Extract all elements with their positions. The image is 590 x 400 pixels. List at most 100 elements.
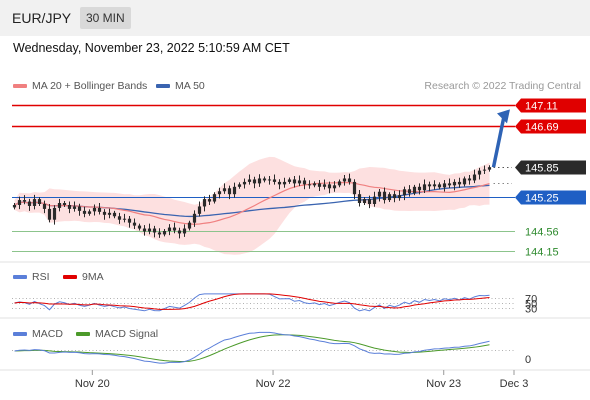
candle-body-48 [252, 179, 257, 184]
candle-body-14 [82, 210, 87, 214]
candle-body-87 [447, 183, 452, 186]
candle-body-76 [392, 194, 397, 199]
research-credit: Research © 2022 Trading Central [424, 80, 581, 92]
timeframe-button[interactable]: 30 MIN [80, 7, 131, 29]
datetime-label: Wednesday, November 23, 2022 5:10:59 AM … [13, 41, 290, 55]
candle-body-30 [162, 231, 167, 235]
candle-body-3 [27, 201, 32, 206]
candle-body-29 [157, 232, 162, 235]
candle-body-2 [22, 200, 27, 202]
candle-body-49 [257, 178, 262, 184]
macd-zero-label: 0 [525, 354, 531, 366]
legend-rsi: RSI [13, 271, 50, 283]
candle-body-0 [12, 204, 17, 208]
projection-arrow-shaft [491, 115, 506, 168]
x-tick-label-1: Nov 22 [256, 378, 291, 390]
candle-body-25 [137, 225, 142, 229]
legend-rsi-ma-label: 9MA [82, 271, 104, 283]
candle-body-62 [322, 184, 327, 187]
candle-body-73 [377, 191, 382, 197]
candle-body-66 [342, 178, 347, 182]
candle-body-79 [407, 189, 412, 194]
candle-body-23 [127, 218, 132, 223]
candle-body-72 [372, 196, 377, 204]
rsi-ma-swatch [63, 275, 77, 280]
candle-body-43 [227, 188, 232, 195]
candle-body-61 [317, 183, 322, 187]
level-label-145.85: 145.85 [525, 163, 559, 175]
candle-body-51 [267, 179, 272, 181]
level-tag-147.11 [515, 98, 586, 113]
macd-line [14, 331, 490, 364]
level-label-147.11: 147.11 [525, 101, 558, 113]
candle-body-13 [77, 206, 82, 211]
projection-arrow-head [497, 109, 510, 124]
candle-body-56 [292, 179, 297, 184]
candle-body-45 [237, 184, 242, 187]
candle-body-41 [217, 191, 222, 195]
legend-ma50: MA 50 [156, 80, 205, 92]
candle-body-42 [222, 188, 227, 192]
candle-body-55 [287, 179, 292, 182]
candle-body-35 [187, 222, 192, 229]
candle-body-85 [437, 184, 442, 188]
candle-body-81 [417, 186, 422, 191]
candle-body-84 [432, 184, 437, 187]
candle-body-31 [167, 227, 172, 231]
candle-body-11 [67, 204, 72, 209]
macd-signal-swatch [76, 332, 90, 337]
candle-body-20 [112, 212, 117, 217]
candle-body-27 [147, 228, 152, 232]
macd-swatch [13, 332, 27, 337]
ma20-swatch [13, 84, 27, 89]
candle-body-9 [57, 203, 62, 208]
candle-body-8 [52, 207, 57, 220]
candle-body-38 [202, 199, 207, 207]
legend-macd-label: MACD [32, 328, 63, 340]
x-tick-label-3: Dec 3 [500, 378, 529, 390]
candle-body-82 [422, 184, 427, 191]
candle-body-93 [477, 170, 482, 175]
candle-body-95 [487, 167, 492, 170]
candle-body-10 [62, 203, 67, 205]
candle-body-1 [17, 200, 22, 205]
candle-body-68 [352, 181, 357, 195]
candle-body-70 [362, 199, 367, 204]
candle-body-15 [87, 211, 92, 214]
candle-body-32 [172, 227, 177, 231]
candle-body-24 [132, 222, 137, 226]
candle-body-46 [242, 181, 247, 185]
candle-body-28 [152, 228, 157, 233]
candle-body-21 [117, 216, 122, 220]
rsi-ma-line [14, 293, 490, 310]
candle-body-52 [272, 179, 277, 182]
candle-body-34 [182, 228, 187, 234]
legend-macd-signal: MACD Signal [76, 328, 158, 340]
candle-body-7 [47, 208, 52, 220]
legend-ma20-label: MA 20 + Bollinger Bands [32, 80, 148, 92]
level-tag-145.25 [515, 190, 586, 205]
legend-macd: MACD [13, 328, 63, 340]
chart-header: EUR/JPY 30 MIN [0, 0, 590, 36]
candle-body-19 [107, 212, 112, 215]
candle-body-60 [312, 183, 317, 186]
level-label-145.25: 145.25 [525, 193, 559, 205]
candle-body-80 [412, 186, 417, 194]
candle-body-91 [467, 178, 472, 181]
legend-ma50-label: MA 50 [175, 80, 205, 92]
candle-body-74 [382, 191, 387, 201]
candle-body-59 [307, 184, 312, 186]
candle-body-86 [442, 183, 447, 188]
candle-body-26 [142, 228, 147, 232]
candle-body-75 [387, 194, 392, 201]
candle-body-78 [402, 189, 407, 196]
candle-body-47 [247, 179, 252, 182]
candle-body-5 [37, 199, 42, 204]
candle-body-6 [42, 204, 47, 209]
rsi-swatch [13, 275, 27, 280]
candle-body-39 [207, 199, 212, 202]
candle-body-71 [367, 199, 372, 204]
candle-body-83 [427, 184, 432, 187]
x-tick-label-0: Nov 20 [75, 378, 110, 390]
candle-body-57 [297, 180, 302, 184]
